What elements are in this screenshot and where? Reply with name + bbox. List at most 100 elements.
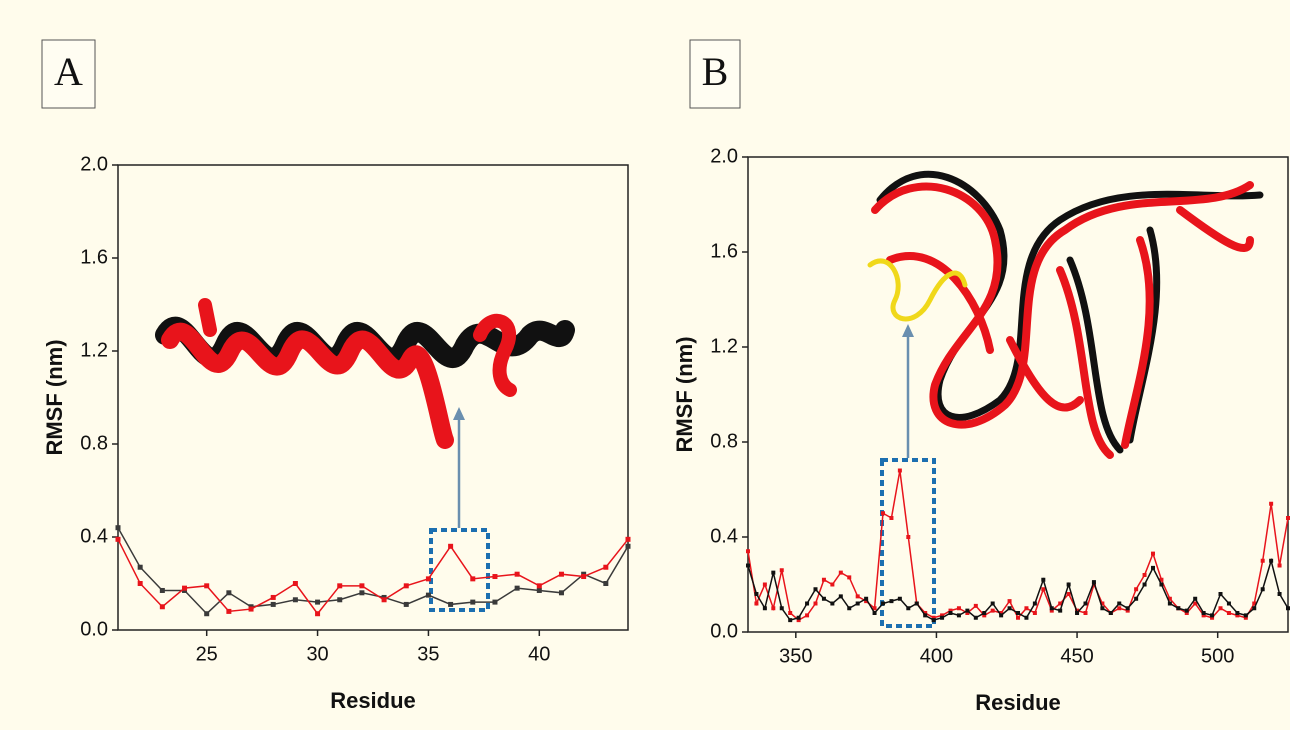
data-point: [779, 606, 784, 611]
data-point: [897, 468, 902, 473]
data-point: [830, 601, 835, 606]
data-point: [838, 594, 843, 599]
data-point: [1041, 587, 1046, 592]
data-point: [821, 596, 826, 601]
data-point: [1193, 601, 1198, 606]
data-point: [990, 608, 995, 613]
y-tick-label: 0.0: [80, 618, 108, 640]
data-point: [248, 606, 254, 612]
data-point: [159, 587, 165, 593]
data-point: [1041, 577, 1046, 582]
data-point: [1260, 558, 1265, 563]
data-point: [204, 611, 210, 617]
data-point: [855, 594, 860, 599]
data-point: [470, 599, 476, 605]
panel-label-box: [689, 39, 741, 109]
y-tick-label: 2.0: [80, 153, 108, 175]
data-point: [1235, 613, 1240, 618]
data-point: [1125, 608, 1130, 613]
data-point: [864, 599, 869, 604]
data-point: [359, 590, 365, 596]
data-point: [1193, 596, 1198, 601]
data-point: [315, 599, 321, 605]
x-tick-label: 450: [1060, 645, 1093, 667]
data-point: [788, 618, 793, 623]
y-tick-label: 0.8: [710, 430, 738, 452]
data-point: [1167, 601, 1172, 606]
data-point: [881, 601, 885, 606]
data-point: [1260, 587, 1265, 592]
data-point: [536, 587, 542, 593]
data-point: [754, 592, 759, 596]
data-point: [847, 575, 852, 580]
data-point: [1243, 615, 1248, 620]
panel-label: B: [702, 49, 729, 94]
data-point: [1108, 611, 1113, 615]
data-point: [1066, 592, 1071, 596]
panel-label-box: [41, 39, 96, 109]
data-point: [1058, 601, 1063, 606]
data-point: [1226, 601, 1231, 606]
data-point: [914, 601, 919, 606]
data-point: [603, 564, 609, 570]
data-point: [940, 615, 945, 620]
data-point: [1252, 601, 1257, 606]
data-point: [956, 613, 961, 618]
data-point: [226, 608, 232, 614]
data-point: [990, 601, 995, 606]
data-point: [881, 511, 885, 516]
structure-a: [155, 298, 575, 449]
data-point: [999, 611, 1004, 615]
data-point: [872, 606, 877, 611]
data-point: [813, 587, 818, 592]
data-point: [1226, 611, 1231, 615]
data-point: [1032, 601, 1037, 606]
y-tick-label: 2.0: [710, 145, 738, 167]
data-point: [115, 536, 121, 542]
data-point: [754, 601, 759, 606]
x-tick-label: 35: [417, 643, 439, 665]
data-point: [940, 613, 945, 618]
data-point: [1218, 606, 1223, 611]
data-point: [1277, 592, 1282, 596]
data-point: [1277, 563, 1282, 568]
data-point: [1151, 551, 1155, 556]
data-point: [558, 590, 564, 596]
data-point: [1210, 613, 1215, 618]
data-point: [948, 611, 953, 615]
data-point: [1032, 611, 1037, 615]
data-point: [558, 571, 564, 577]
data-point: [1142, 573, 1147, 577]
annotation: [429, 324, 936, 628]
data-point: [1252, 606, 1257, 611]
data-point: [779, 568, 784, 573]
x-tick-label: 30: [306, 643, 328, 665]
panel-label: A: [54, 49, 83, 94]
data-point: [1184, 611, 1189, 615]
y-tick-label: 0.4: [710, 525, 738, 547]
data-point: [872, 611, 877, 615]
data-point: [830, 582, 835, 587]
plot-frame: [747, 156, 1289, 633]
data-point: [1269, 501, 1274, 506]
x-tick-label: 25: [196, 643, 218, 665]
data-point: [137, 564, 143, 570]
data-point: [1066, 582, 1071, 587]
data-point: [796, 618, 801, 623]
data-point: [906, 606, 911, 611]
data-point: [1159, 582, 1164, 587]
data-point: [1007, 599, 1012, 604]
y-tick-label: 0.0: [710, 620, 738, 642]
data-point: [536, 583, 542, 589]
data-point: [625, 543, 631, 549]
data-point: [448, 601, 454, 607]
data-point: [948, 608, 953, 613]
data-point: [1218, 592, 1223, 596]
data-point: [315, 611, 321, 617]
data-point: [1091, 580, 1096, 585]
data-point: [1083, 611, 1088, 615]
data-point: [1201, 613, 1206, 618]
data-point: [923, 613, 928, 618]
data-point: [771, 570, 776, 575]
